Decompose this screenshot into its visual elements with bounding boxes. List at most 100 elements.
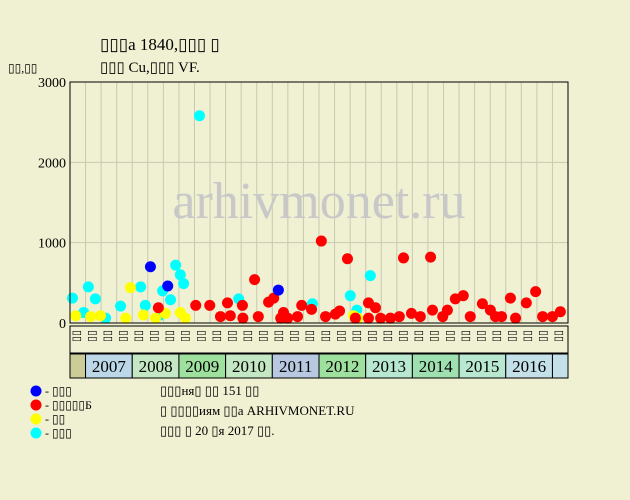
legend-marker: [30, 427, 42, 439]
year-band: [318, 353, 367, 379]
point: [349, 312, 361, 324]
y-tick-label: 0: [59, 317, 66, 332]
point: [292, 311, 304, 323]
point: [510, 312, 522, 324]
legend-marker: [30, 385, 42, 397]
year-label: 2015: [465, 357, 499, 376]
x-tick-label: ▯▯: [335, 330, 347, 342]
point: [476, 298, 488, 310]
point: [554, 306, 566, 318]
point: [224, 310, 236, 322]
point: [306, 303, 318, 315]
point: [82, 281, 94, 293]
year-label: 2014: [419, 357, 454, 376]
year-band: [411, 353, 460, 379]
x-tick-label: ▯▯: [164, 330, 176, 342]
point: [272, 284, 284, 296]
x-tick-label: ▯▯: [304, 330, 316, 342]
point: [115, 300, 127, 312]
point: [178, 278, 190, 290]
x-tick-label: ▯▯: [429, 330, 441, 342]
y-tick-label: 3000: [38, 76, 66, 91]
point: [520, 297, 532, 309]
y-tick-label: 2000: [38, 156, 66, 171]
point: [66, 292, 78, 304]
point: [70, 310, 82, 322]
x-tick-label: ▯▯: [351, 330, 363, 342]
point: [89, 293, 101, 305]
legend-label: - ▯▯▯▯▯Б: [45, 398, 92, 412]
x-tick-label: ▯▯: [242, 330, 254, 342]
year-band: [458, 353, 507, 379]
point: [237, 312, 249, 324]
point: [204, 299, 216, 311]
x-tick-label: ▯▯: [211, 330, 223, 342]
point: [362, 312, 374, 324]
point: [369, 302, 381, 314]
x-tick-label: ▯▯: [413, 330, 425, 342]
point: [165, 294, 177, 306]
point: [441, 304, 453, 316]
point: [179, 312, 191, 324]
point: [135, 281, 147, 293]
x-tick-label: ▯▯: [71, 330, 83, 342]
x-tick-label: ▯▯: [86, 330, 98, 342]
year-band: [178, 353, 227, 379]
point: [120, 312, 132, 324]
year-band: [131, 353, 180, 379]
point: [296, 299, 308, 311]
point: [398, 252, 410, 264]
watermark: arhivmonet.ru: [172, 173, 465, 230]
legend-label: - ▯▯: [45, 412, 65, 426]
point: [150, 312, 162, 324]
x-tick-label: ▯▯: [522, 330, 534, 342]
point: [375, 312, 387, 324]
year-band: [551, 353, 569, 379]
legend-marker: [30, 399, 42, 411]
x-tick-label: ▯▯: [382, 330, 394, 342]
x-tick-label: ▯▯: [149, 330, 161, 342]
point: [489, 311, 501, 323]
year-band: [69, 353, 87, 379]
point: [162, 280, 174, 292]
point: [546, 311, 558, 323]
point: [152, 302, 164, 314]
legend-label: - ▯▯▯: [45, 384, 72, 398]
x-tick-label: ▯▯: [133, 330, 145, 342]
point: [504, 292, 516, 304]
point: [414, 311, 426, 323]
point: [190, 299, 202, 311]
point: [137, 309, 149, 321]
x-tick-label: ▯▯: [553, 330, 565, 342]
point: [249, 274, 261, 286]
x-tick-label: ▯▯: [398, 330, 410, 342]
point: [425, 251, 437, 263]
point: [364, 270, 376, 282]
year-label: 2012: [325, 357, 359, 376]
x-tick-label: ▯▯: [117, 330, 129, 342]
year-label: 2008: [139, 357, 173, 376]
x-tick-label: ▯▯: [507, 330, 519, 342]
chart-title: ▯▯▯а 1840,▯▯▯ ▯: [100, 35, 220, 54]
point: [384, 312, 396, 324]
year-label: 2010: [232, 357, 266, 376]
point: [457, 290, 469, 302]
year-label: 2013: [372, 357, 406, 376]
point: [405, 307, 417, 319]
chart-subtitle: ▯▯▯ Cu,▯▯▯ VF.: [100, 60, 200, 76]
point: [236, 299, 248, 311]
point: [275, 312, 287, 324]
point: [464, 311, 476, 323]
x-tick-label: ▯▯: [320, 330, 332, 342]
label-row: [69, 325, 569, 354]
point: [252, 311, 264, 323]
x-tick-label: ▯▯: [180, 330, 192, 342]
year-band: [505, 353, 553, 379]
point: [341, 253, 353, 265]
year-label: 2009: [185, 357, 219, 376]
point: [393, 311, 405, 323]
x-tick-label: ▯▯: [273, 330, 285, 342]
point: [85, 311, 97, 323]
plot-frame: [69, 81, 569, 324]
